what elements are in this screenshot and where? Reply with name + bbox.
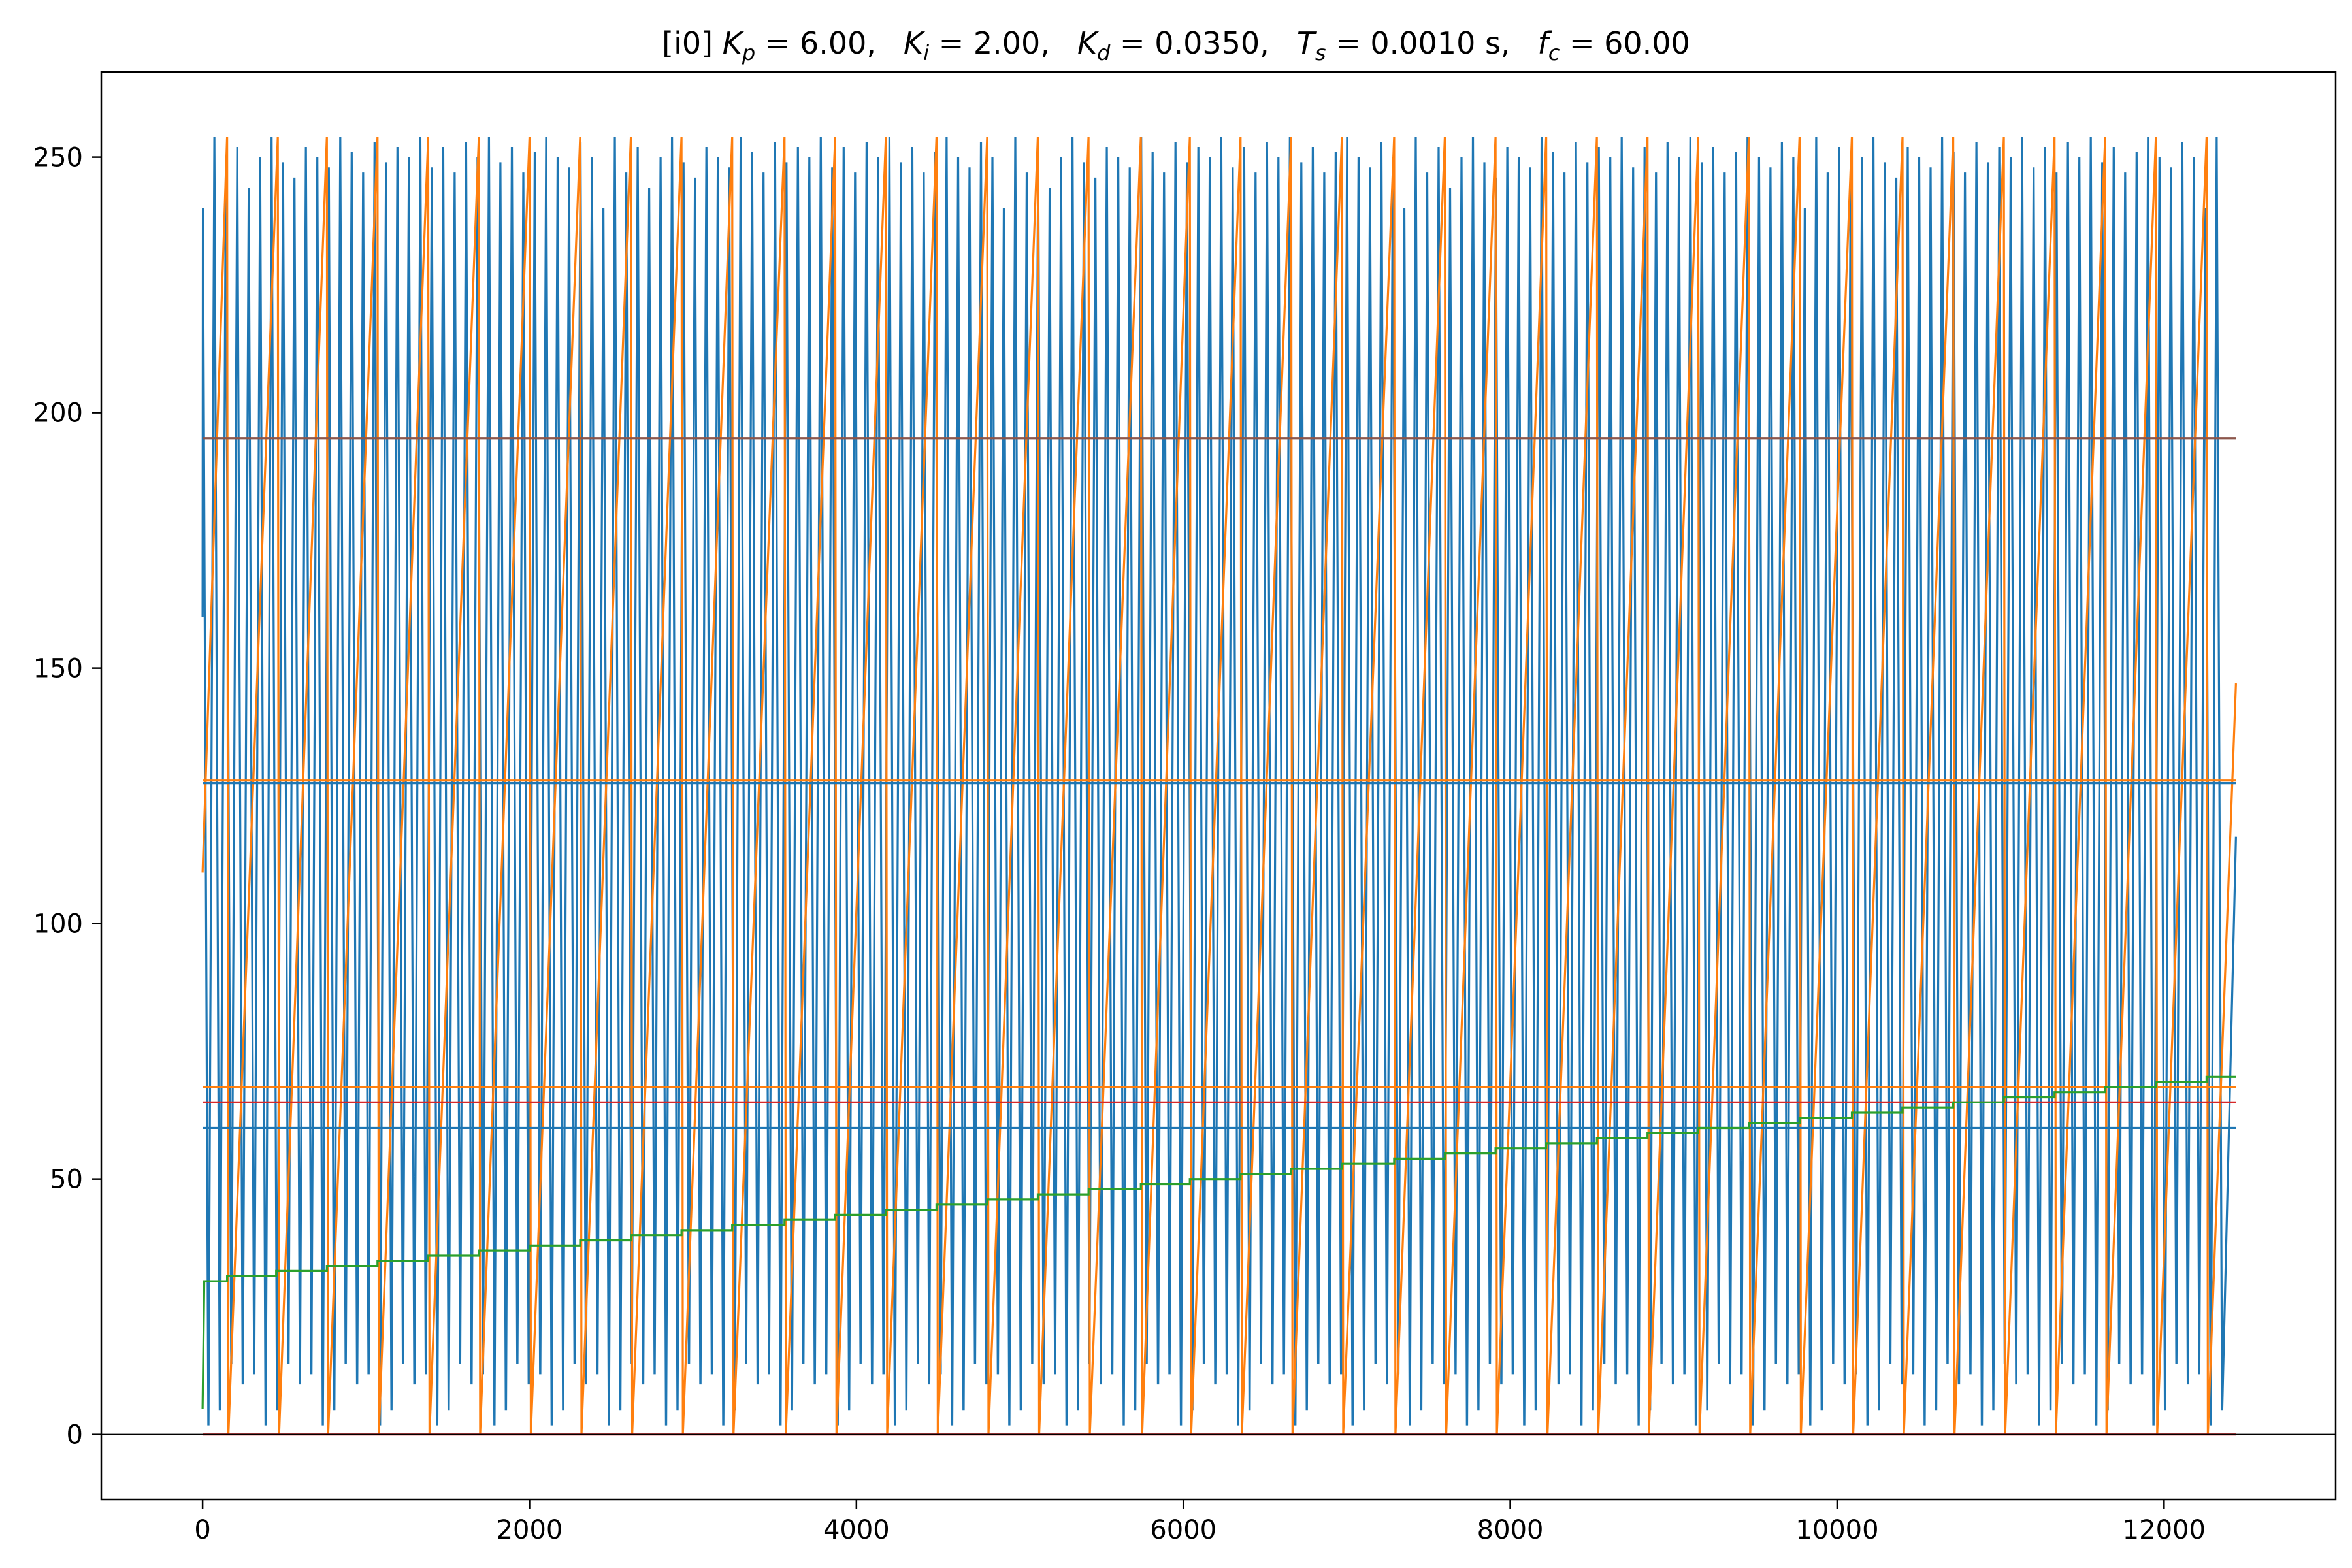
y-tick-label: 100 xyxy=(33,909,83,939)
series-green-line xyxy=(201,1075,2236,1409)
y-tick-label: 150 xyxy=(33,654,83,684)
y-tick-label: 200 xyxy=(33,399,83,429)
series-blue-line xyxy=(201,137,2237,1426)
y-tick-label: 0 xyxy=(67,1420,83,1450)
plot-frame xyxy=(100,71,2337,1501)
x-tick-label: 0 xyxy=(194,1515,210,1545)
x-tick-label: 4000 xyxy=(823,1515,890,1545)
x-tick-label: 10000 xyxy=(1795,1515,1878,1545)
x-axis: 0 2000 4000 6000 8000 10000 12000 xyxy=(194,1499,2206,1545)
x-tick-label: 2000 xyxy=(497,1515,563,1545)
y-tick-label: 50 xyxy=(50,1165,83,1195)
series-orange-line xyxy=(201,137,2237,1435)
chart-title: [i0] Kp = 6.00, Ki = 2.00, Kd = 0.0350, Ts … xyxy=(662,25,1690,65)
plot-area xyxy=(101,137,2336,1436)
x-tick-label: 8000 xyxy=(1477,1515,1544,1545)
y-tick-label: 250 xyxy=(33,143,83,173)
y-axis: 0 50 100 150 200 250 xyxy=(33,143,101,1450)
x-tick-label: 6000 xyxy=(1150,1515,1217,1545)
x-tick-label: 12000 xyxy=(2123,1515,2206,1545)
